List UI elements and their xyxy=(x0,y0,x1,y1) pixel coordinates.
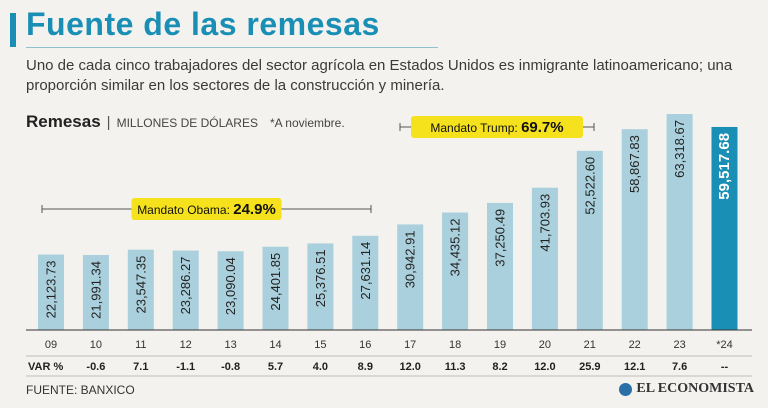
bar-value-label: 23,547.35 xyxy=(133,256,148,314)
bar xyxy=(576,150,603,330)
bar-value-label: 63,318.67 xyxy=(672,120,687,178)
bar-value-label: 30,942.91 xyxy=(403,230,418,288)
bar-value-label: 22,123.73 xyxy=(44,261,59,319)
x-tick-label: 20 xyxy=(539,339,551,351)
x-tick-label: 18 xyxy=(449,339,461,351)
var-pct-value: -- xyxy=(721,361,729,373)
x-tick-label: 23 xyxy=(673,339,685,351)
var-pct-value: -0.8 xyxy=(221,361,240,373)
bar xyxy=(307,243,334,330)
x-tick-label: *24 xyxy=(716,339,733,351)
bar-highlight xyxy=(711,126,738,331)
var-pct-value: 4.0 xyxy=(313,361,328,373)
bar xyxy=(262,246,289,330)
chart-title: Remesas xyxy=(26,112,101,131)
bar xyxy=(442,212,469,330)
var-pct-value: 12.0 xyxy=(399,361,420,373)
publisher-logo: EL ECONOMISTA xyxy=(619,381,754,397)
bar xyxy=(352,235,379,330)
var-pct-value: 25.9 xyxy=(579,361,600,373)
x-tick-label: 16 xyxy=(359,339,371,351)
bar-value-label: 21,991.34 xyxy=(88,261,103,319)
chart-header: Remesas | MILLONES DE DÓLARES *A noviemb… xyxy=(26,112,345,132)
var-pct-value: 11.3 xyxy=(445,361,466,373)
bar-value-label: 25,376.51 xyxy=(313,249,328,307)
var-pct-value: -0.6 xyxy=(86,361,105,373)
logo-text: EL ECONOMISTA xyxy=(636,381,754,396)
var-pct-value: 7.6 xyxy=(672,361,687,373)
var-pct-value: 5.7 xyxy=(268,361,283,373)
var-pct-value: -1.1 xyxy=(176,361,195,373)
annotation-value: 69.7% xyxy=(521,119,564,136)
x-tick-label: 21 xyxy=(584,339,596,351)
bar xyxy=(82,254,109,330)
annotation-box xyxy=(131,198,282,220)
var-pct-value: 12.1 xyxy=(624,361,645,373)
annotation-text: Mandato Trump: 69.7% xyxy=(430,119,563,136)
bar xyxy=(38,254,64,330)
bar xyxy=(666,114,693,330)
page-title: Fuente de las remesas xyxy=(26,6,380,42)
bar xyxy=(487,202,513,330)
x-tick-label: 13 xyxy=(224,339,236,351)
bar-value-label: 23,286.27 xyxy=(178,257,193,315)
var-pct-value: 8.9 xyxy=(358,361,373,373)
x-tick-label: 11 xyxy=(135,339,146,351)
x-tick-label: 14 xyxy=(269,339,281,351)
chart-note: *A noviembre. xyxy=(269,116,345,130)
x-tick-label: 10 xyxy=(90,339,102,351)
page-subtitle: Uno de cada cinco trabajadores del secto… xyxy=(26,57,733,94)
var-pct-value: 12.0 xyxy=(534,361,555,373)
chart-units: MILLONES DE DÓLARES xyxy=(116,116,258,130)
bar-value-label: 52,522.60 xyxy=(582,157,597,215)
logo-mark-icon xyxy=(619,382,633,396)
bar xyxy=(397,224,424,330)
bar xyxy=(531,187,558,330)
period-annotation: Mandato Trump: 69.7% xyxy=(399,116,595,138)
title-divider xyxy=(26,47,438,48)
x-tick-label: 17 xyxy=(404,339,416,351)
bar-value-label: 27,631.14 xyxy=(358,242,373,300)
bar xyxy=(127,249,154,330)
bar-value-label: 41,703.93 xyxy=(537,194,552,252)
annotation-value: 24.9% xyxy=(233,201,276,218)
source-note: FUENTE: BANXICO xyxy=(26,383,135,397)
var-pct-value: 8.2 xyxy=(492,361,507,373)
title-accent-bar xyxy=(10,13,16,47)
bar-value-label: 24,401.85 xyxy=(268,253,283,311)
var-pct-row-label: VAR % xyxy=(28,361,63,373)
annotation-text: Mandato Obama: 24.9% xyxy=(137,201,276,218)
x-tick-label: 22 xyxy=(629,339,641,351)
bar-value-label: 58,867.83 xyxy=(627,135,642,193)
annotation-label: Mandato Trump: xyxy=(430,121,521,135)
annotation-box xyxy=(411,116,583,138)
x-tick-label: 09 xyxy=(45,339,57,351)
x-tick-label: 19 xyxy=(494,339,506,351)
bar-value-label: 34,435.12 xyxy=(448,219,463,277)
bar xyxy=(621,129,648,330)
x-tick-label: 15 xyxy=(314,339,326,351)
period-annotation: Mandato Obama: 24.9% xyxy=(41,198,372,220)
annotation-label: Mandato Obama: xyxy=(137,203,233,217)
x-tick-label: 12 xyxy=(180,339,192,351)
bar xyxy=(172,250,199,330)
bar xyxy=(217,251,244,330)
bar-value-label: 37,250.49 xyxy=(493,209,508,267)
bar-value-label: 23,090.04 xyxy=(223,257,238,315)
var-pct-value: 7.1 xyxy=(133,361,148,373)
chart-header-separator: | xyxy=(106,114,111,131)
bar-value-label: 59,517.68 xyxy=(716,133,733,200)
